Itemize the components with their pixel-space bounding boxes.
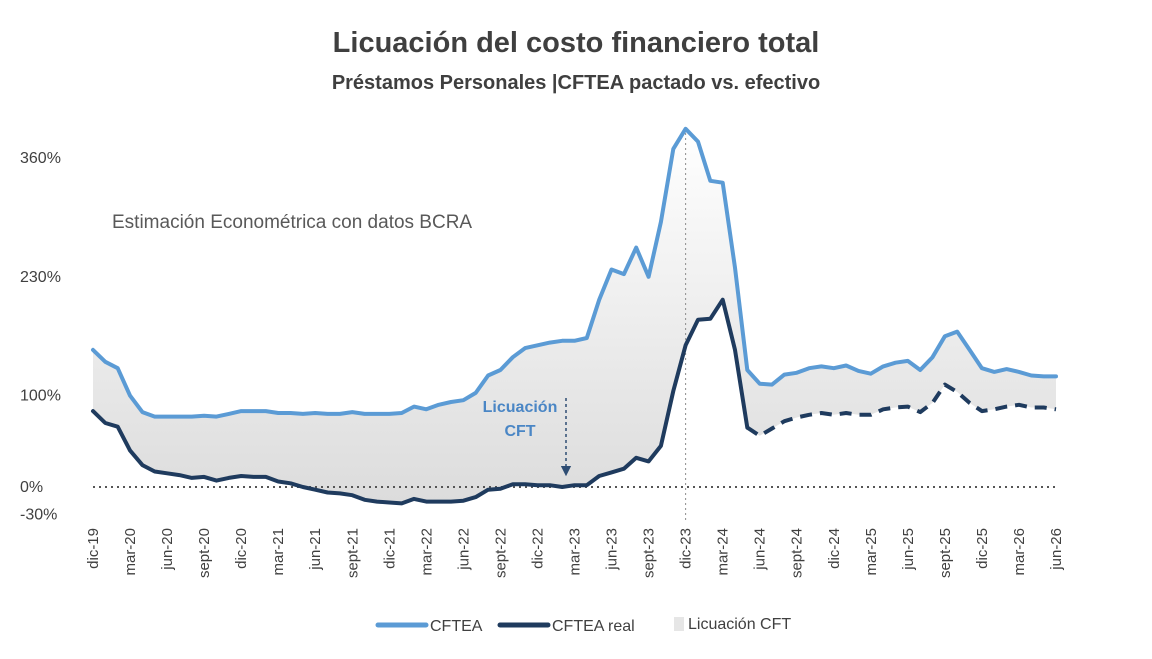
x-tick-label-mar-20: mar-20 xyxy=(122,528,139,576)
x-tick-label-jun-25: jun-25 xyxy=(900,528,917,571)
x-tick-label-dic-22: dic-22 xyxy=(529,528,546,569)
licuacion-label-line1: Licuación xyxy=(483,399,558,416)
x-tick-label-mar-24: mar-24 xyxy=(715,528,732,576)
x-tick-label-dic-19: dic-19 xyxy=(85,528,102,569)
y-tick-label-0-: 0% xyxy=(20,479,43,496)
legend-swatch-licuacion xyxy=(674,617,684,631)
x-tick-label-jun-21: jun-21 xyxy=(307,528,324,571)
y-tick-label-230-: 230% xyxy=(20,269,61,286)
x-tick-label-sept-20: sept-20 xyxy=(196,528,213,578)
chart-title: Licuación del costo financiero total xyxy=(333,27,820,59)
x-tick-label-jun-22: jun-22 xyxy=(455,528,472,571)
x-tick-label-jun-24: jun-24 xyxy=(752,528,769,571)
x-tick-label-mar-22: mar-22 xyxy=(418,528,435,576)
x-tick-label-dic-23: dic-23 xyxy=(678,528,695,569)
legend-label-cftea-real: CFTEA real xyxy=(552,618,635,635)
y-tick-label-360-: 360% xyxy=(20,150,61,167)
x-tick-label-sept-23: sept-23 xyxy=(641,528,658,578)
x-tick-label-mar-25: mar-25 xyxy=(863,528,880,576)
series-line-cftea-real-projection xyxy=(746,382,1057,438)
x-tick-label-jun-23: jun-23 xyxy=(604,528,621,571)
x-tick-label-sept-21: sept-21 xyxy=(344,528,361,578)
x-tick-label-dic-21: dic-21 xyxy=(381,528,398,569)
chart-subtitle: Préstamos Personales |CFTEA pactado vs. … xyxy=(332,72,820,94)
x-tick-label-mar-26: mar-26 xyxy=(1011,528,1028,576)
x-tick-label-mar-21: mar-21 xyxy=(270,528,287,576)
legend-label-cftea: CFTEA xyxy=(430,618,483,635)
y-tick-label-100-: 100% xyxy=(20,388,61,405)
licuacion-label-line2: CFT xyxy=(504,423,535,440)
x-tick-label-mar-23: mar-23 xyxy=(567,528,584,576)
series-line-cftea-real xyxy=(91,297,750,506)
x-tick-label-dic-20: dic-20 xyxy=(233,528,250,569)
legend: CFTEA CFTEA real Licuación CFT xyxy=(375,616,791,635)
x-tick-label-sept-25: sept-25 xyxy=(937,528,954,578)
series-line-cftea xyxy=(91,126,1058,419)
y-axis-ticks: 360% 230% 100% 0% -30% xyxy=(20,150,61,523)
x-tick-label-dic-25: dic-25 xyxy=(974,528,991,569)
x-axis-ticks: dic-19 mar-20 jun-20 sept-20 dic-20 mar-21 jun… xyxy=(85,528,1065,578)
y-tick-label--30-: -30% xyxy=(20,506,57,523)
legend-label-licuacion: Licuación CFT xyxy=(688,616,791,633)
estimation-annotation: Estimación Econométrica con datos BCRA xyxy=(112,212,472,233)
x-tick-label-sept-24: sept-24 xyxy=(789,528,806,578)
x-tick-label-sept-22: sept-22 xyxy=(492,528,509,578)
x-tick-label-jun-26: jun-26 xyxy=(1048,528,1065,571)
x-tick-label-jun-20: jun-20 xyxy=(159,528,176,571)
x-tick-label-dic-24: dic-24 xyxy=(826,528,843,569)
licuacion-area xyxy=(93,128,1056,504)
